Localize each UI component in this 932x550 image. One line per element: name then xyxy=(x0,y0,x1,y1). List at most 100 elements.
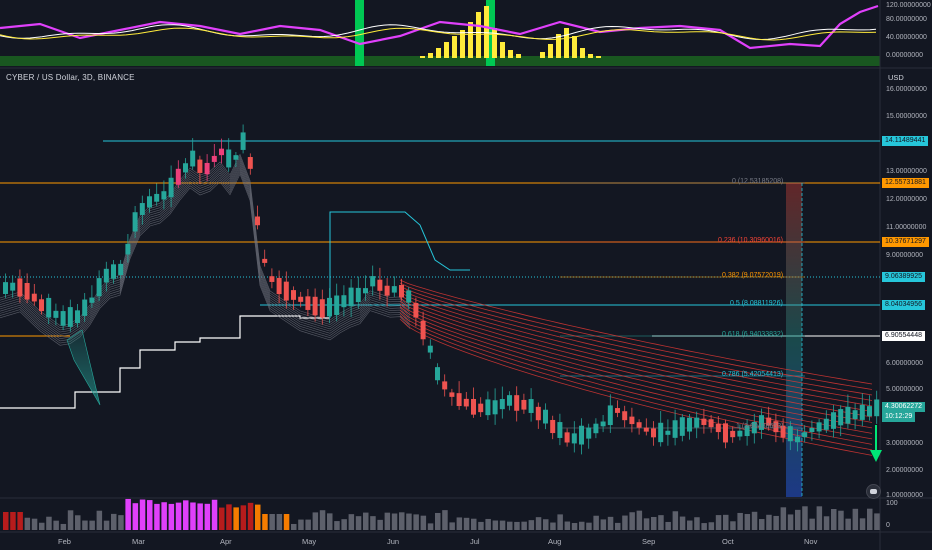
candle[interactable] xyxy=(255,205,260,230)
candle[interactable] xyxy=(168,165,174,208)
candle[interactable] xyxy=(852,403,858,430)
candle[interactable] xyxy=(262,249,268,267)
candle[interactable] xyxy=(737,424,743,441)
candle[interactable] xyxy=(593,418,599,439)
candle[interactable] xyxy=(456,381,462,410)
candle[interactable] xyxy=(874,390,880,424)
candle[interactable] xyxy=(319,289,325,325)
candle[interactable] xyxy=(82,293,88,322)
candle[interactable] xyxy=(67,299,73,332)
candle[interactable] xyxy=(427,339,433,359)
candle[interactable] xyxy=(507,391,512,411)
candle[interactable] xyxy=(492,388,498,425)
candle[interactable] xyxy=(521,393,527,414)
candle[interactable] xyxy=(802,425,808,443)
candle[interactable] xyxy=(132,205,138,239)
candle[interactable] xyxy=(89,285,95,308)
candle[interactable] xyxy=(751,413,757,444)
candle[interactable] xyxy=(622,405,628,428)
candle[interactable] xyxy=(528,388,534,422)
candle[interactable] xyxy=(377,267,383,300)
candle[interactable] xyxy=(60,305,66,331)
symbol-title[interactable]: CYBER / US Dollar, 3D, BINANCE xyxy=(6,73,135,82)
candle[interactable] xyxy=(773,413,779,443)
candle[interactable] xyxy=(557,413,563,446)
candle[interactable] xyxy=(471,387,476,418)
candle[interactable] xyxy=(795,429,800,452)
candle[interactable] xyxy=(154,183,160,206)
candle[interactable] xyxy=(867,395,872,421)
candle[interactable] xyxy=(420,311,426,346)
candle[interactable] xyxy=(348,279,354,318)
candle[interactable] xyxy=(442,374,448,397)
candles[interactable] xyxy=(3,124,880,455)
candle[interactable] xyxy=(859,393,865,427)
coin-logo-icon[interactable] xyxy=(866,484,881,499)
candle[interactable] xyxy=(291,286,296,310)
candle[interactable] xyxy=(298,291,304,308)
candle[interactable] xyxy=(10,275,16,298)
candle[interactable] xyxy=(125,234,131,263)
candle[interactable] xyxy=(276,270,282,303)
candle[interactable] xyxy=(305,288,311,316)
candle[interactable] xyxy=(103,261,109,292)
candle[interactable] xyxy=(240,124,246,154)
candle[interactable] xyxy=(679,414,685,442)
candle[interactable] xyxy=(233,151,239,168)
candle[interactable] xyxy=(629,407,635,433)
candle[interactable] xyxy=(478,397,484,417)
candle[interactable] xyxy=(766,406,772,431)
candle[interactable] xyxy=(816,419,822,439)
candle[interactable] xyxy=(24,273,30,304)
candle[interactable] xyxy=(651,421,656,446)
candle[interactable] xyxy=(485,391,491,420)
candle[interactable] xyxy=(643,418,649,436)
candle[interactable] xyxy=(190,138,196,170)
currency-label[interactable]: USD xyxy=(888,73,904,82)
candle[interactable] xyxy=(355,276,361,309)
candle[interactable] xyxy=(96,270,102,302)
candle[interactable] xyxy=(823,410,829,433)
candle[interactable] xyxy=(550,415,556,440)
candle[interactable] xyxy=(247,153,253,175)
candle[interactable] xyxy=(183,158,188,179)
candle[interactable] xyxy=(269,268,275,289)
candle[interactable] xyxy=(341,285,347,317)
candle[interactable] xyxy=(499,386,505,419)
candle[interactable] xyxy=(687,414,692,440)
candle[interactable] xyxy=(384,278,390,307)
candle[interactable] xyxy=(759,408,764,439)
candle[interactable] xyxy=(831,404,836,438)
candle[interactable] xyxy=(535,402,541,429)
candle[interactable] xyxy=(586,423,592,449)
candle[interactable] xyxy=(787,421,793,451)
candle[interactable] xyxy=(845,394,851,429)
candle[interactable] xyxy=(715,415,721,440)
candle[interactable] xyxy=(204,154,210,182)
candle[interactable] xyxy=(809,420,815,441)
candle[interactable] xyxy=(147,188,152,213)
candle[interactable] xyxy=(449,388,455,406)
candle[interactable] xyxy=(406,287,412,309)
candle[interactable] xyxy=(780,418,786,443)
candle[interactable] xyxy=(564,428,570,447)
candle[interactable] xyxy=(413,297,419,327)
candle[interactable] xyxy=(579,418,584,455)
candle[interactable] xyxy=(211,143,217,168)
candle[interactable] xyxy=(391,276,397,297)
candle[interactable] xyxy=(39,294,44,315)
candle[interactable] xyxy=(399,278,404,301)
candle[interactable] xyxy=(31,283,37,306)
candle[interactable] xyxy=(363,275,368,301)
candle[interactable] xyxy=(3,273,8,298)
candle[interactable] xyxy=(139,195,145,225)
candle[interactable] xyxy=(571,421,577,453)
candle[interactable] xyxy=(543,403,548,430)
candle[interactable] xyxy=(219,138,224,164)
candle[interactable] xyxy=(435,363,440,385)
candle[interactable] xyxy=(665,419,671,446)
candle[interactable] xyxy=(161,180,167,210)
candle[interactable] xyxy=(723,419,728,449)
candle[interactable] xyxy=(53,303,59,326)
